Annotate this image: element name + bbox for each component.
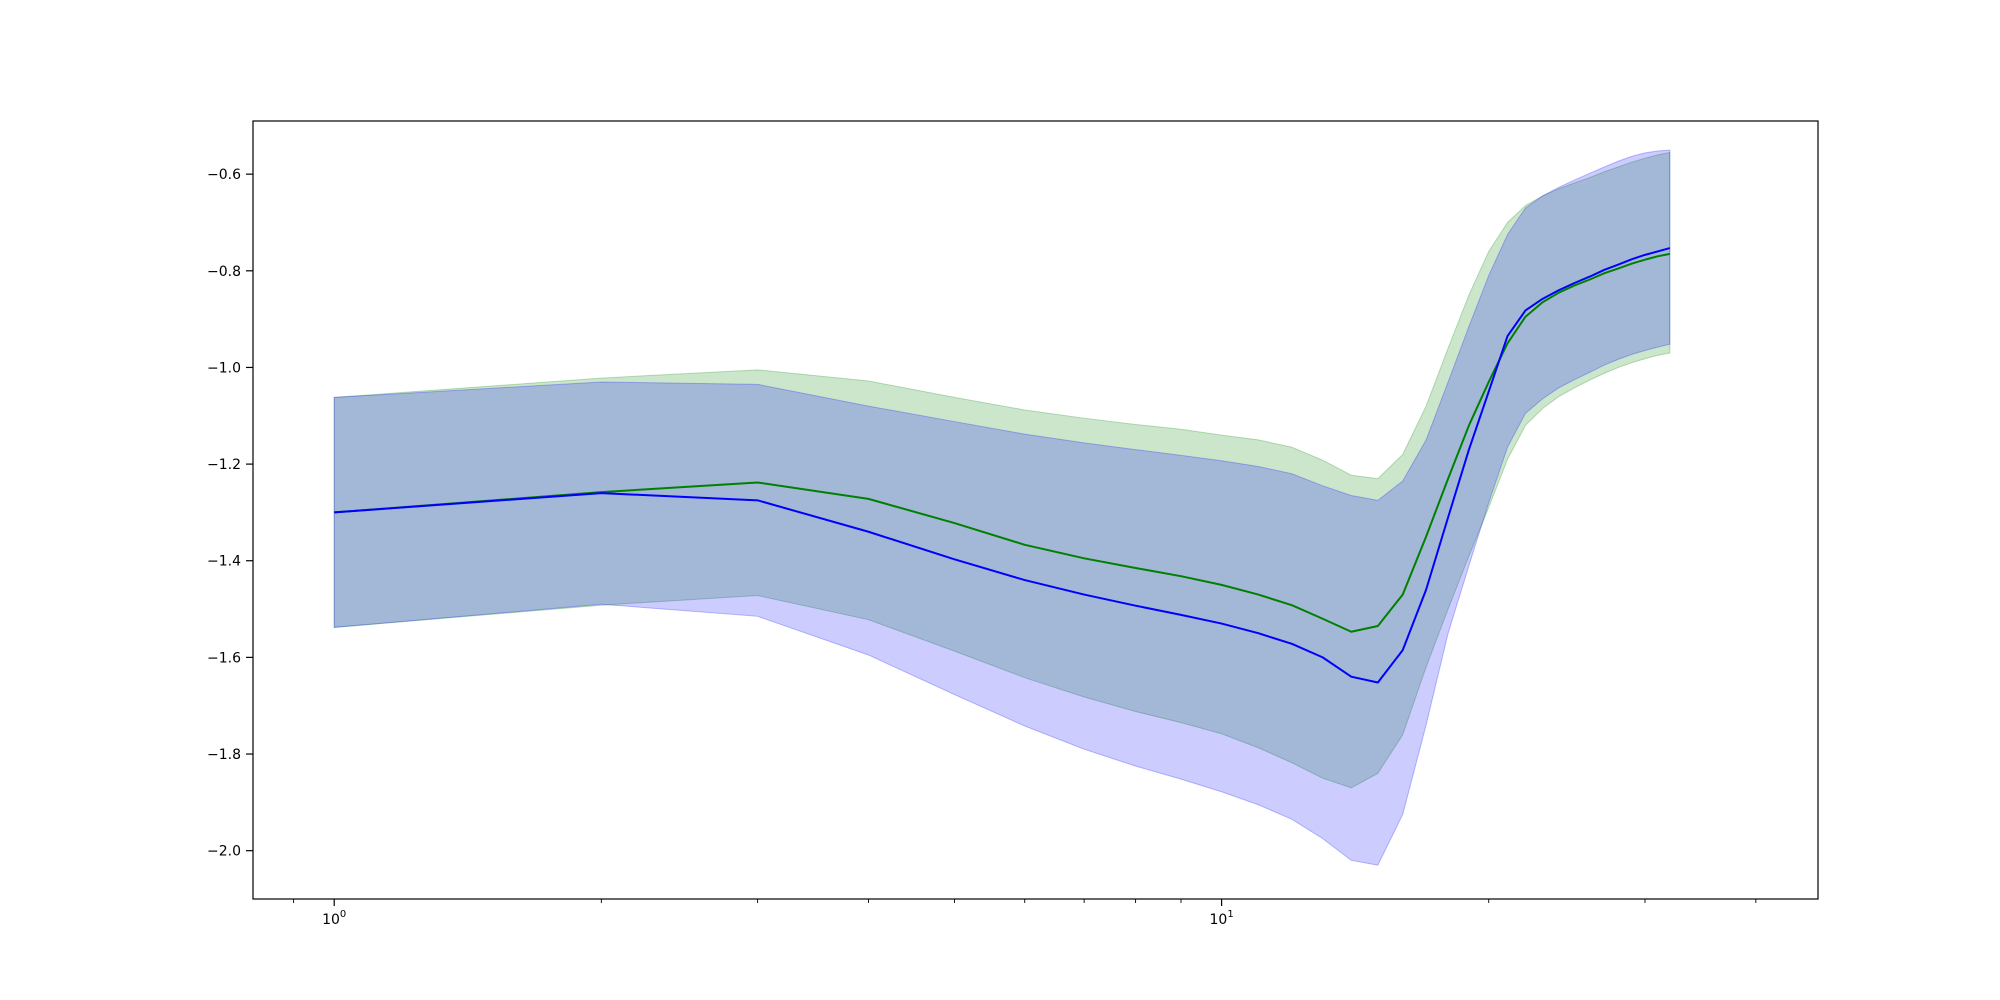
x-axis: 100 101 xyxy=(293,899,1757,928)
x-tick-base: 10 xyxy=(322,912,340,928)
y-tick-label: −1.6 xyxy=(207,650,241,666)
x-tick-label: 101 xyxy=(1209,909,1233,928)
y-tick-label: −0.6 xyxy=(207,167,241,183)
y-tick-label: −1.0 xyxy=(207,360,241,376)
y-tick-label: −0.8 xyxy=(207,264,241,280)
y-tick-label: −1.8 xyxy=(207,747,241,763)
series-2-line xyxy=(334,247,1671,684)
x-tick-exponent: 0 xyxy=(340,909,346,920)
plot-frame xyxy=(252,120,1819,900)
x-tick-base: 10 xyxy=(1209,912,1227,928)
y-tick-label: −1.2 xyxy=(207,457,241,473)
y-axis: −0.6 −0.8 −1.0 −1.2 −1.4 −1.6 −1.8 −2.0 xyxy=(207,167,253,860)
series-1-line xyxy=(334,252,1671,633)
series-1-band xyxy=(333,151,1671,789)
x-tick-exponent: 1 xyxy=(1227,909,1233,920)
series-2-band xyxy=(333,149,1671,866)
y-tick-label: −2.0 xyxy=(207,844,241,860)
series-lines xyxy=(334,247,1671,684)
x-tick-label: 100 xyxy=(322,909,346,928)
y-tick-label: −1.4 xyxy=(207,554,241,570)
confidence-bands xyxy=(333,149,1671,866)
